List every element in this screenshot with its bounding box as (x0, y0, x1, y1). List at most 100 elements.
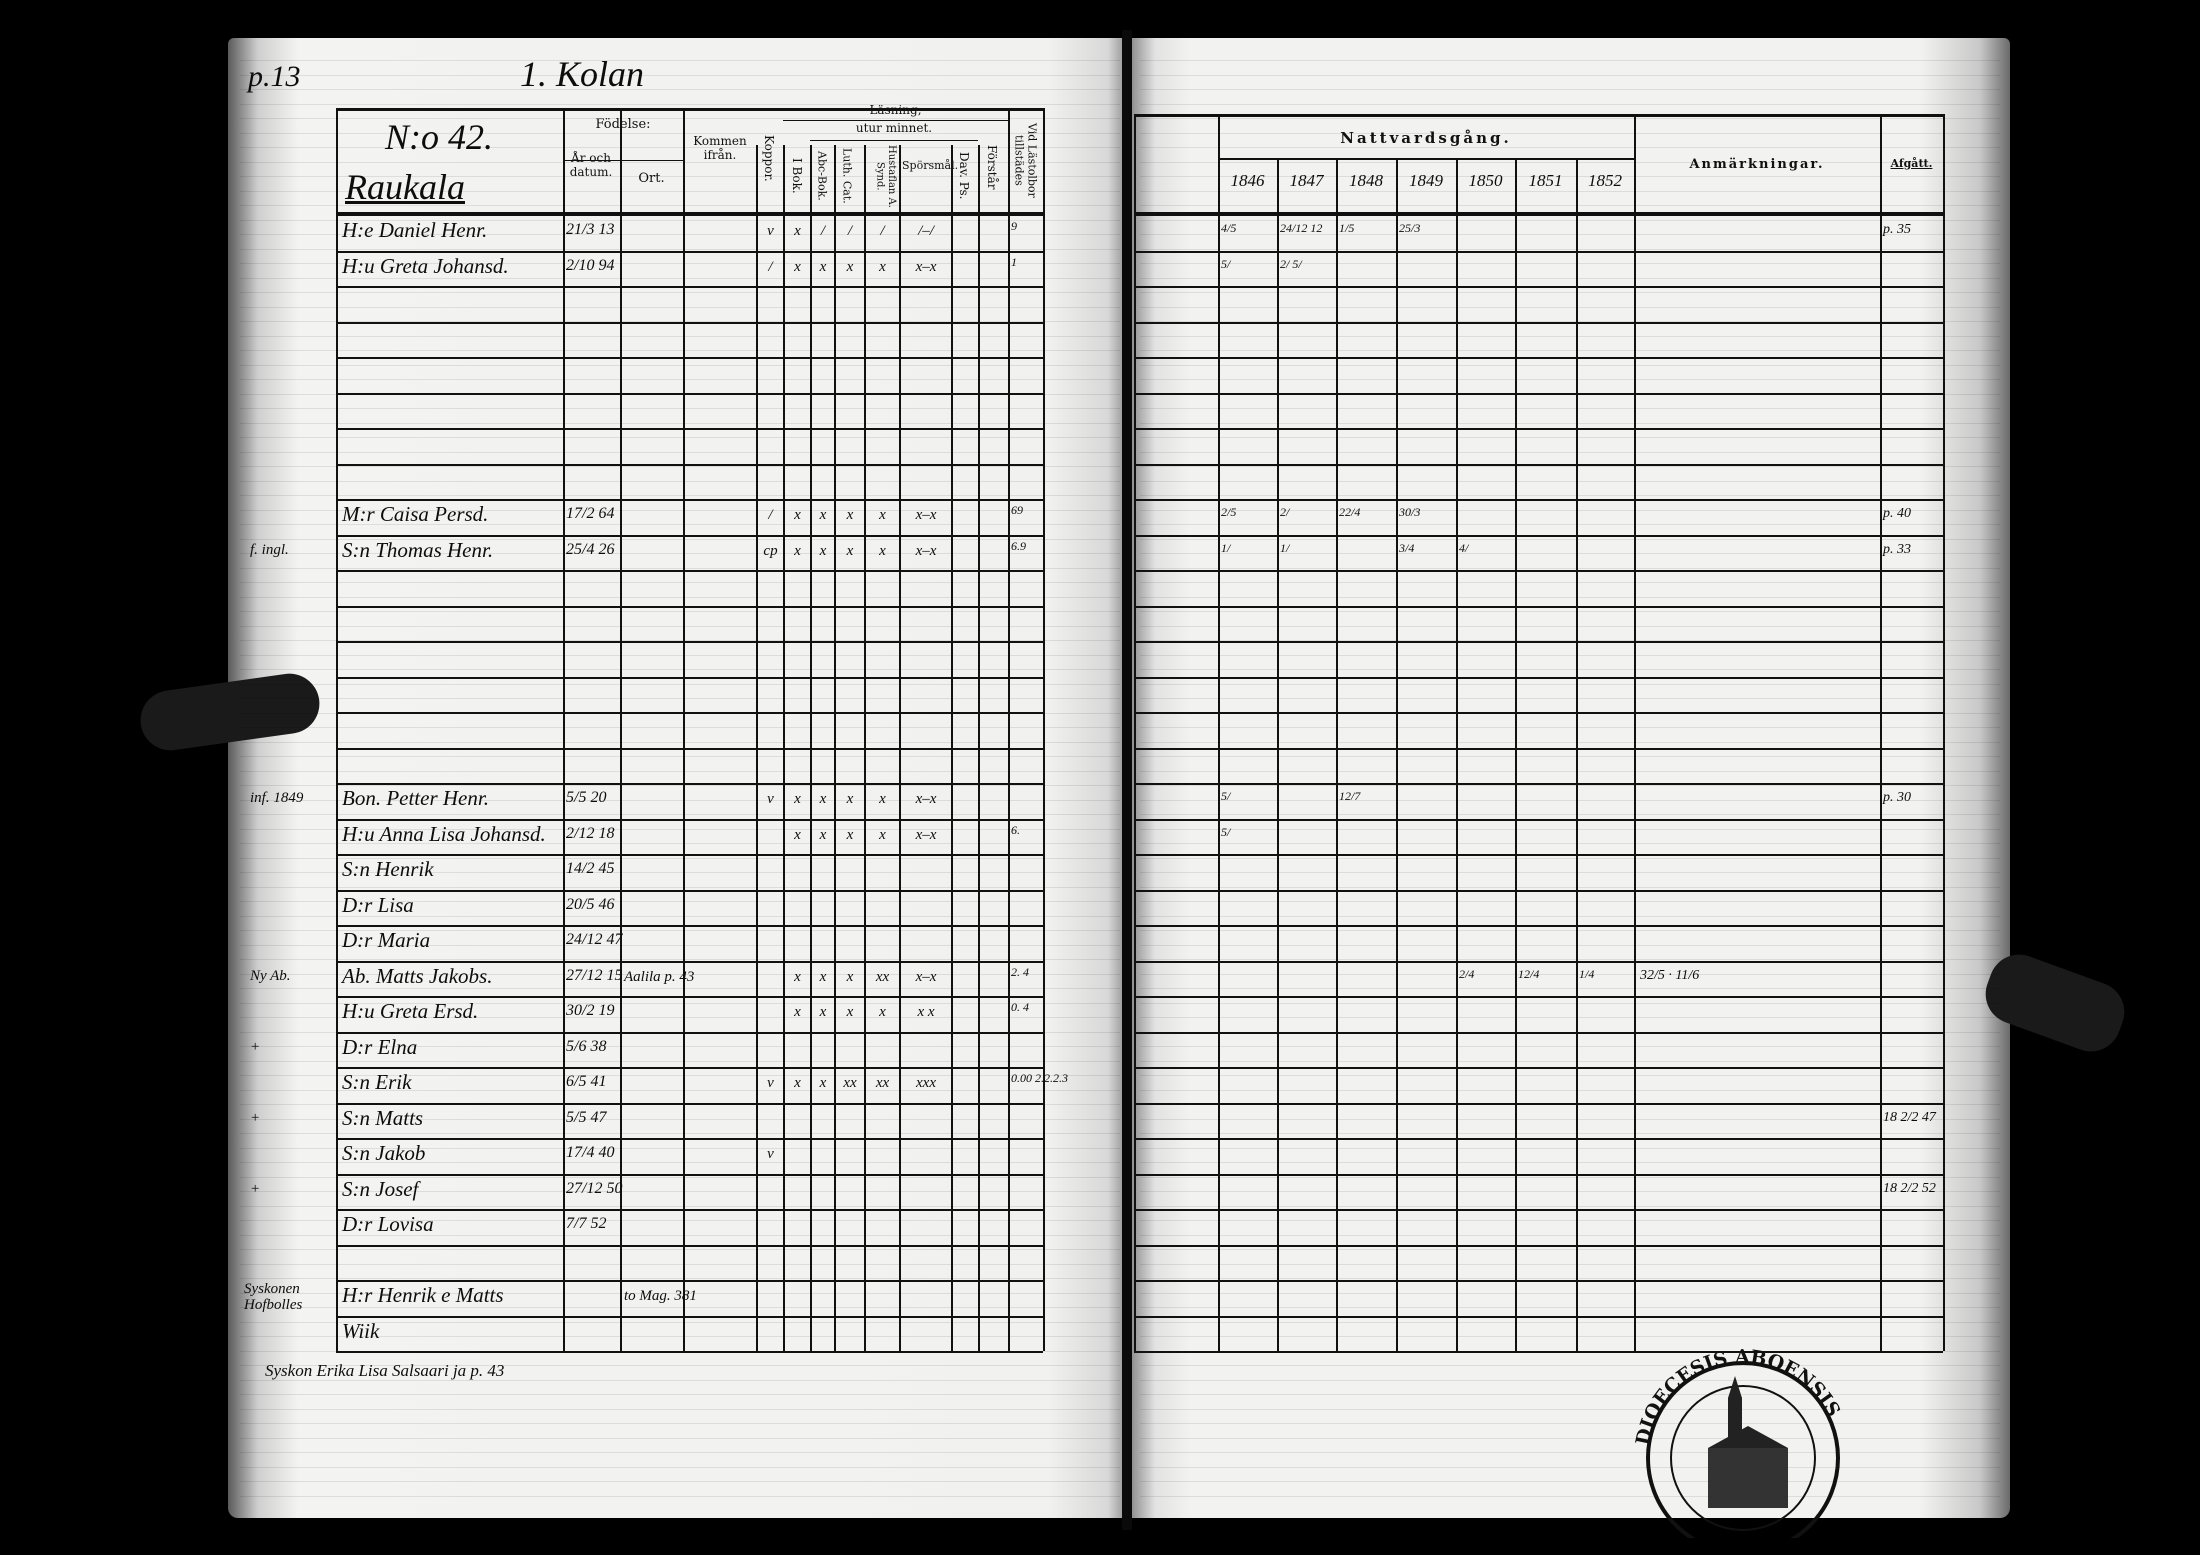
reading-mark: x (879, 791, 886, 807)
header-dav-ps: Dav. Ps. (956, 152, 971, 200)
house-number: N:o 42. (385, 117, 493, 157)
page-ruling (240, 161, 1120, 163)
right-row-rule (1134, 641, 1943, 643)
header-i-bok: I Bok. (789, 158, 804, 194)
right-row-rule (1134, 996, 1943, 998)
page-ruling (240, 944, 1120, 946)
page-ruling (240, 205, 1120, 206)
page-ruling (1140, 1133, 2000, 1134)
communion-date: 1/ (1280, 540, 1290, 555)
nattvardsgang-divider (1218, 158, 1634, 160)
page-ruling (240, 1176, 1120, 1178)
lastol-note: 0. 4 (1011, 1000, 1029, 1014)
birth-date: 2/10 94 (566, 256, 615, 274)
header-afgatt: Afgått. (1890, 157, 1933, 170)
page-ruling (240, 437, 1120, 438)
left-row-rule (336, 818, 1043, 821)
birth-date: 25/4 26 (566, 540, 615, 558)
reading-mark: x (819, 826, 827, 843)
page-ruling (240, 872, 1120, 873)
page-ruling (1140, 1466, 2000, 1468)
departure-note: p. 30 (1883, 790, 1911, 805)
page-ruling (1140, 89, 2000, 90)
right-row-rule (1134, 392, 1943, 395)
right-column-rule (1336, 160, 1338, 1351)
reading-mark: x (879, 258, 886, 275)
reading-mark: x (846, 258, 854, 275)
header-vid-lastolbor: Vid Lästolbor tillstädes (1012, 123, 1039, 198)
page-ruling (1140, 901, 2000, 902)
page-ruling (1140, 1394, 2000, 1395)
left-column-rule (683, 108, 685, 1351)
reading-mark: x (819, 791, 827, 807)
lastol-note: 9 (1011, 219, 1017, 233)
communion-date: 1/ (1221, 540, 1231, 555)
page-ruling (1140, 1162, 2000, 1163)
birth-date: 6/5 41 (566, 1073, 607, 1090)
page-ruling (240, 1147, 1120, 1149)
page-ruling (240, 727, 1120, 728)
page-ruling (240, 582, 1120, 583)
kommen-ifran-value: Aalila p. 43 (624, 968, 695, 985)
page-ruling (240, 988, 1120, 989)
page-ruling (240, 538, 1120, 540)
person-name: S:n Matts (342, 1105, 424, 1130)
page-ruling (1140, 466, 2000, 467)
right-row-rule (1134, 1067, 1943, 1069)
right-column-rule (1134, 114, 1136, 1351)
margin-note: Syskonen Hofbolles (244, 1281, 303, 1313)
page-ruling (1140, 103, 2000, 105)
left-row-rule (336, 783, 1043, 785)
birth-date: 24/12 47 (566, 931, 623, 948)
left-row-rule (336, 925, 1043, 927)
left-row-rule (336, 570, 1043, 572)
reading-mark: x (794, 1004, 801, 1020)
reading-mark: x–x (915, 542, 937, 559)
left-row-rule (336, 286, 1043, 288)
page-ruling (1140, 277, 2000, 279)
left-row-rule (336, 463, 1043, 466)
margin-note: + (250, 1038, 261, 1055)
page-ruling (240, 219, 1120, 221)
page-ruling (1140, 422, 2000, 424)
left-row-rule (336, 996, 1043, 998)
reading-mark: x (879, 542, 886, 559)
page-ruling (1140, 509, 2000, 511)
page-ruling (1140, 1191, 2000, 1192)
page-ruling (240, 74, 1120, 76)
page-ruling (240, 1017, 1120, 1018)
person-name: S:n Josef (342, 1176, 419, 1201)
page-ruling (240, 1466, 1120, 1468)
right-row-rule (1134, 463, 1943, 466)
lastol-note: 6.9 (1011, 538, 1026, 553)
page-ruling (1140, 1365, 2000, 1366)
reading-mark: x (794, 542, 801, 559)
reading-mark: xx (875, 1075, 890, 1091)
page-ruling (240, 524, 1120, 525)
page-ruling (240, 1292, 1120, 1294)
right-row-rule (1134, 783, 1943, 785)
page-ruling (1140, 1452, 2000, 1453)
page-ruling (240, 1365, 1120, 1366)
fodelse-divider (563, 160, 683, 161)
page-ruling (240, 1336, 1120, 1337)
page-ruling (240, 408, 1120, 409)
right-row-rule (1134, 1173, 1943, 1176)
page-ruling (240, 277, 1120, 279)
page-ruling (240, 683, 1120, 685)
page-ruling (240, 640, 1120, 641)
page-ruling (240, 799, 1120, 801)
birth-date: 21/3 13 (566, 221, 615, 238)
page-ruling (240, 466, 1120, 467)
header-nattvardsgang: Nattvardsgång. (1340, 129, 1512, 147)
right-row-rule (1134, 889, 1943, 892)
page-ruling (1140, 596, 2000, 598)
reading-mark: x–x (915, 258, 937, 275)
reading-mark: x (819, 258, 827, 275)
page-ruling (240, 422, 1120, 424)
lastol-note: 1 (1011, 254, 1017, 269)
left-row-rule (336, 1102, 1043, 1105)
left-table-top-rule (336, 108, 1043, 111)
birth-date: 17/4 40 (566, 1144, 615, 1161)
page-ruling (1140, 1002, 2000, 1004)
